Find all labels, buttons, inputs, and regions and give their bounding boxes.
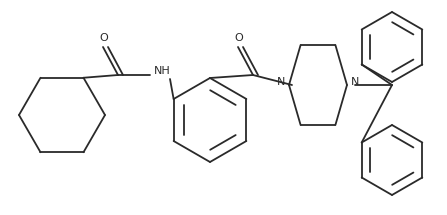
Text: N: N — [277, 77, 285, 87]
Text: O: O — [100, 33, 108, 43]
Text: O: O — [235, 33, 243, 43]
Text: NH: NH — [154, 66, 170, 76]
Text: N: N — [351, 77, 359, 87]
